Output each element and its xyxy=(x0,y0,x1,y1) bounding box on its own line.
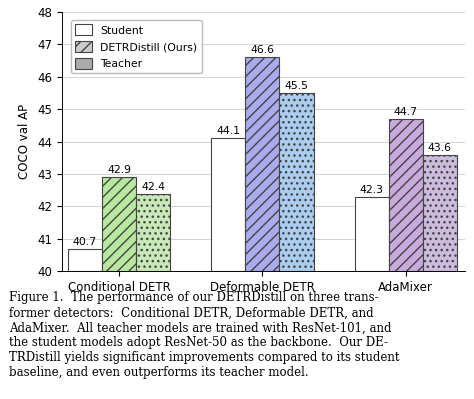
Text: 43.6: 43.6 xyxy=(428,143,452,153)
Bar xyxy=(389,119,423,271)
Text: 45.5: 45.5 xyxy=(284,81,309,91)
Bar xyxy=(423,154,457,271)
Bar xyxy=(68,249,102,271)
Bar xyxy=(136,194,170,271)
Text: 40.7: 40.7 xyxy=(73,237,97,247)
Legend: Student, DETRDistill (Ours), Teacher: Student, DETRDistill (Ours), Teacher xyxy=(71,20,202,73)
Bar xyxy=(102,177,136,271)
Bar xyxy=(211,138,246,271)
Text: 46.6: 46.6 xyxy=(250,45,274,55)
Text: 42.9: 42.9 xyxy=(107,165,131,175)
Text: 44.7: 44.7 xyxy=(394,107,418,117)
Bar xyxy=(246,57,280,271)
Bar xyxy=(280,93,314,271)
Text: 42.4: 42.4 xyxy=(141,182,165,192)
Y-axis label: COCO val AP: COCO val AP xyxy=(18,104,31,179)
Text: Figure 1.  The performance of our DETRDistill on three trans-
former detectors: : Figure 1. The performance of our DETRDis… xyxy=(9,291,400,379)
Text: 42.3: 42.3 xyxy=(360,185,383,195)
Text: 44.1: 44.1 xyxy=(216,126,240,136)
Bar xyxy=(355,197,389,271)
